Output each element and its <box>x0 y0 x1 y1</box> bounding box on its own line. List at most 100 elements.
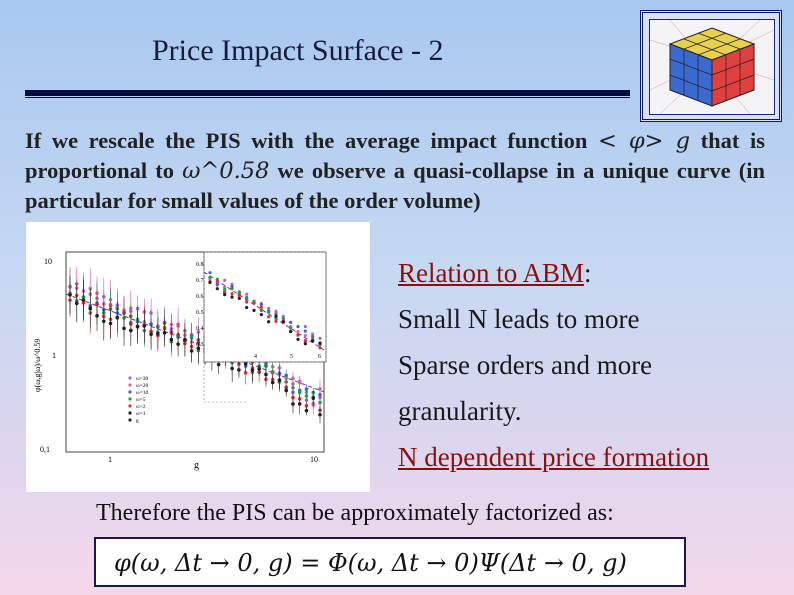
inset-data-point <box>318 336 322 340</box>
data-point <box>250 368 255 372</box>
x-axis-label: g <box>194 460 199 471</box>
data-point <box>284 388 289 393</box>
data-point <box>108 321 113 326</box>
legend-label: ω=2 <box>136 404 146 410</box>
inset-data-point <box>215 287 219 291</box>
para-text-2: that is proportional to <box>25 128 765 183</box>
data-point <box>270 380 275 385</box>
inset-data-point <box>318 341 322 345</box>
inset-data-point <box>303 339 307 343</box>
inset-data-point <box>237 296 241 300</box>
inset-data-point <box>259 305 263 309</box>
data-point <box>189 349 194 353</box>
data-point <box>243 371 248 375</box>
inset-data-point <box>237 293 241 297</box>
inset-y-tick: 0.5 <box>196 310 204 316</box>
data-point <box>230 366 234 371</box>
data-point <box>149 332 153 337</box>
inset-y-tick: 0.4 <box>196 326 204 332</box>
reference-line <box>65 293 325 393</box>
inset-data-point <box>259 302 263 307</box>
inset-data-point <box>259 308 263 313</box>
y-tick-label: 1 <box>52 351 56 360</box>
data-point <box>183 337 187 342</box>
inset-x-tick: 6 <box>318 354 321 360</box>
inset-data-point <box>303 342 307 346</box>
legend-marker <box>128 404 132 408</box>
data-point <box>304 408 309 413</box>
inset-data-point <box>303 324 307 329</box>
data-point <box>176 342 180 346</box>
omega-power-math: ω^0.58 <box>182 158 270 184</box>
x-tick-label: 10 <box>310 455 318 464</box>
inset-data-point <box>281 316 285 321</box>
legend-label: g <box>136 418 139 424</box>
data-point <box>216 362 221 367</box>
inset-data-point <box>237 290 241 294</box>
data-point <box>95 314 99 318</box>
inset-data-point <box>208 280 212 285</box>
data-point <box>318 387 322 391</box>
data-point <box>311 396 316 400</box>
abm-line-2: Sparse orders and more <box>398 350 653 380</box>
y-tick-label: 10 <box>44 257 52 266</box>
inset-y-tick: 0.3 <box>196 342 204 348</box>
data-point <box>162 331 167 335</box>
data-point <box>156 331 160 336</box>
data-point <box>243 361 248 366</box>
legend-label: ω=30 <box>136 376 148 382</box>
inset-y-tick: 0.8 <box>196 262 204 268</box>
inset-data-point <box>289 326 293 330</box>
factorization-formula: φ(ω, Δt → 0, g) = Φ(ω, Δt → 0)Ψ(Δt → 0, … <box>114 549 627 577</box>
inset-scatter-points <box>208 271 322 350</box>
inset-data-point <box>223 285 227 289</box>
abm-line-3: granularity. <box>398 396 522 426</box>
data-point <box>318 412 322 417</box>
legend-label: ω=1 <box>136 411 146 417</box>
abm-line-1: Small N leads to more <box>398 304 640 334</box>
avg-impact-math: < φ> g <box>597 128 691 154</box>
inset-data-point <box>215 282 219 287</box>
inset-data-point <box>245 292 249 296</box>
inset-frame <box>203 251 327 363</box>
inset-data-point <box>296 333 300 337</box>
title-underline <box>25 90 630 96</box>
inset-data-point <box>252 300 256 304</box>
data-point <box>135 324 140 329</box>
data-point <box>304 394 309 398</box>
inset-data-point <box>230 287 234 291</box>
data-point <box>318 392 322 397</box>
intro-paragraph: If we rescale the PIS with the average i… <box>25 126 765 216</box>
inset-data-point <box>311 332 315 336</box>
data-point <box>122 326 126 331</box>
inset-data-point <box>230 295 234 299</box>
inset-data-point <box>245 305 249 310</box>
inset-data-point <box>303 333 307 338</box>
inset-data-point <box>223 293 227 297</box>
legend-marker <box>128 383 132 387</box>
data-point <box>237 368 241 372</box>
scatter-points <box>68 266 322 424</box>
inset-data-point <box>223 278 227 282</box>
data-point <box>88 306 93 311</box>
data-point <box>129 328 133 333</box>
data-point <box>318 400 322 405</box>
data-point <box>196 346 201 350</box>
inset-data-point <box>267 306 271 310</box>
inset-data-point <box>267 310 271 314</box>
inset-data-point <box>208 271 212 275</box>
factorization-intro: Therefore the PIS can be approximately f… <box>96 500 614 526</box>
inset-data-point <box>311 339 315 343</box>
inset-data-point <box>245 295 249 299</box>
data-point <box>68 293 72 297</box>
inset-data-point <box>296 330 300 334</box>
abm-relation-block: Relation to ABM: Small N leads to more S… <box>398 250 709 480</box>
legend-marker <box>128 418 132 422</box>
logo-frame <box>640 10 782 122</box>
inset-data-point <box>303 329 307 333</box>
data-point <box>304 403 309 408</box>
inset-data-point <box>274 319 278 323</box>
inset-x-tick: 5 <box>290 354 293 360</box>
factorization-formula-box: φ(ω, Δt → 0, g) = Φ(ω, Δt → 0)Ψ(Δt → 0, … <box>94 537 686 587</box>
inset-data-point <box>274 314 278 319</box>
